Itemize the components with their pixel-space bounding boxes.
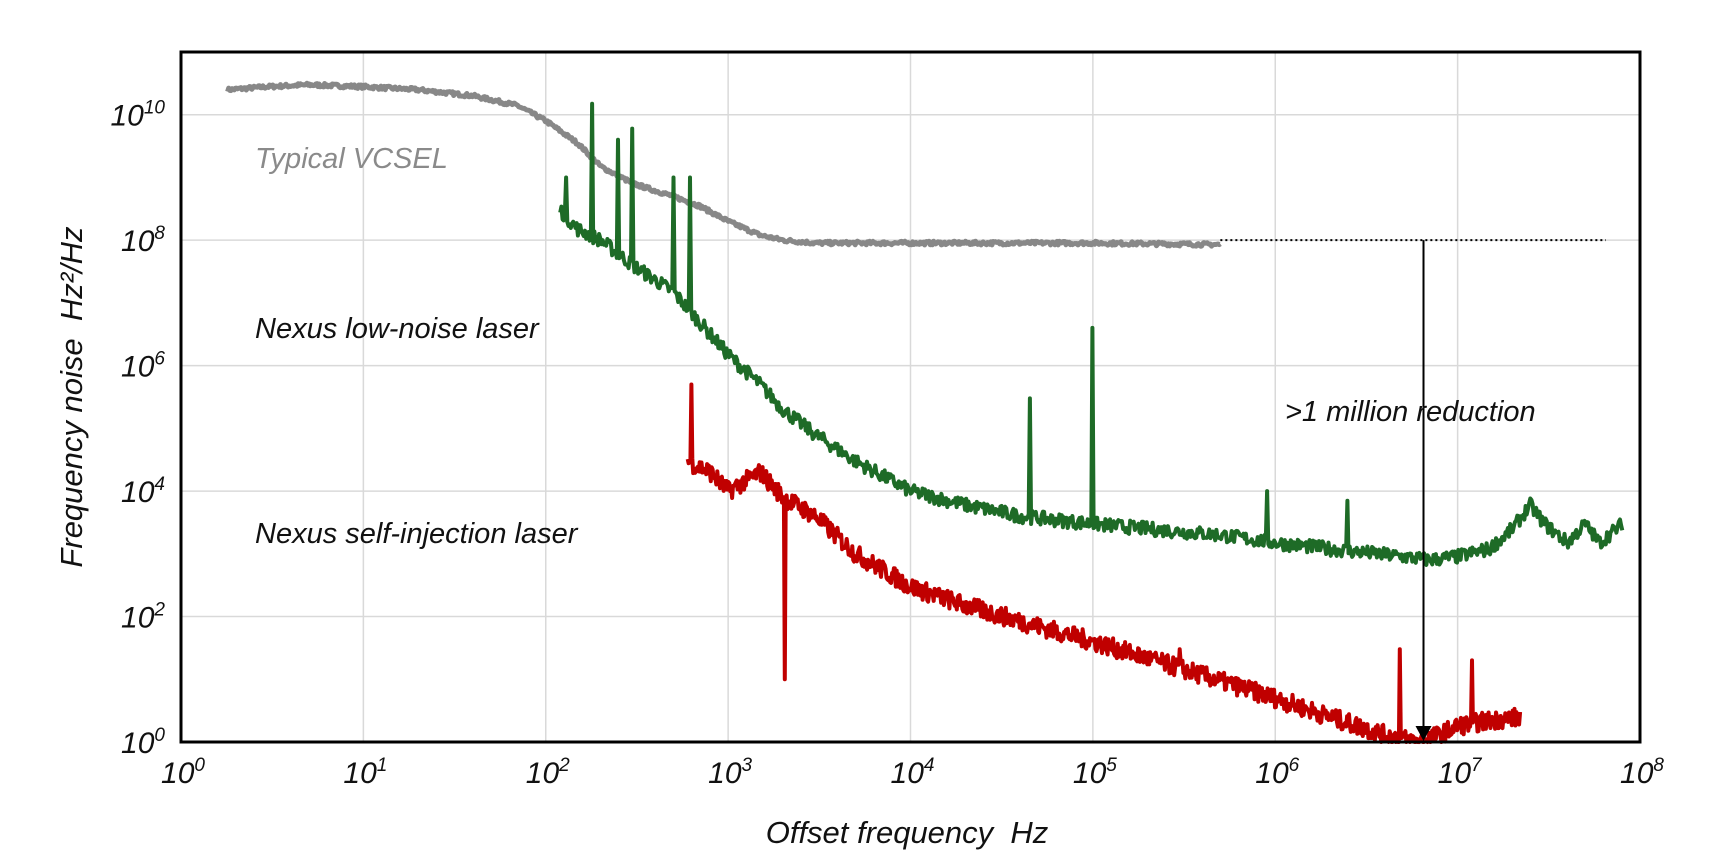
x-tick-label: 104: [891, 755, 935, 790]
y-tick-label: 100: [121, 725, 165, 760]
plot-frame: [179, 50, 1642, 744]
x-tick-label: 101: [343, 755, 387, 790]
x-axis-title: Offset frequency Hz: [766, 815, 1049, 850]
y-tick-label: 1010: [110, 98, 165, 133]
x-tick-label: 107: [1438, 755, 1483, 790]
y-tick-label: 102: [121, 600, 165, 635]
y-tick-label: 108: [121, 223, 165, 258]
reduction-arrow-head: [1415, 726, 1432, 741]
series-label-nexus-self-injection: Nexus self-injection laser: [255, 518, 579, 550]
series-line: [225, 80, 1222, 249]
x-tick-label: 102: [526, 755, 570, 790]
y-tick-label: 104: [121, 474, 165, 509]
y-axis-title: Frequency noise Hz²/Hz: [54, 226, 89, 568]
x-tick-label: 100: [161, 755, 205, 790]
x-tick-labels: 100 101 102 103 104 105 106 107 108: [161, 755, 1664, 790]
y-tick-label: 106: [121, 349, 165, 384]
y-tick-labels: 100 102 104 106 108 1010: [110, 98, 165, 760]
annotation-million-reduction: >1 million reduction: [1285, 396, 1536, 428]
series-label-nexus-low-noise: Nexus low-noise laser: [255, 313, 540, 345]
x-tick-label: 103: [708, 755, 752, 790]
x-tick-label: 106: [1255, 755, 1299, 790]
series-line: [558, 101, 1625, 567]
series-label-typical-vcsel: Typical VCSEL: [255, 143, 448, 175]
x-tick-label: 108: [1620, 755, 1664, 790]
annotation-layer: [1220, 239, 1606, 741]
x-tick-label: 105: [1073, 755, 1117, 790]
